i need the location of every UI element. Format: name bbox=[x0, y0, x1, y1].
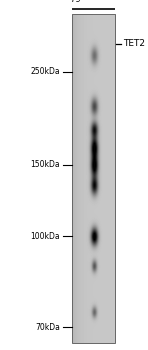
Text: F9: F9 bbox=[72, 0, 82, 4]
Text: TET2: TET2 bbox=[123, 39, 145, 48]
Text: 100kDa: 100kDa bbox=[30, 232, 60, 241]
Text: 70kDa: 70kDa bbox=[35, 323, 60, 332]
Bar bbox=[72, 14, 115, 343]
Text: 250kDa: 250kDa bbox=[30, 67, 60, 76]
Text: 150kDa: 150kDa bbox=[30, 160, 60, 169]
